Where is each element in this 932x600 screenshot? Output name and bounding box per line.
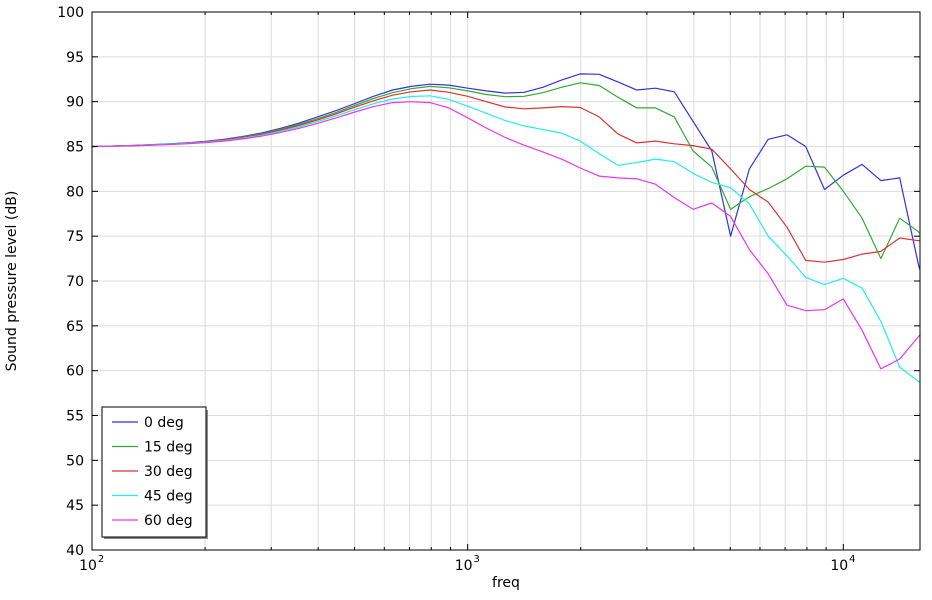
x-tick-base: 10 (455, 558, 473, 574)
x-axis-label: freq (492, 575, 520, 591)
y-tick-label: 80 (66, 184, 84, 200)
y-tick-label: 75 (66, 229, 84, 245)
y-tick-label: 70 (66, 274, 84, 290)
y-tick-label: 100 (57, 5, 84, 21)
y-tick-label: 95 (66, 50, 84, 66)
y-tick-label: 90 (66, 95, 84, 111)
grid (92, 12, 920, 550)
legend-label: 45 deg (144, 489, 193, 505)
y-tick-labels: 40 45 50 55 60 65 70 75 80 85 90 95 100 (57, 5, 920, 559)
legend-label: 0 deg (144, 415, 184, 431)
x-tick-label: 10 4 (830, 554, 855, 574)
y-tick-label: 50 (66, 453, 84, 469)
x-tick-label: 10 3 (455, 554, 480, 574)
x-tick-label: 10 2 (79, 554, 104, 574)
y-tick-label: 60 (66, 364, 84, 380)
y-tick-label: 55 (66, 409, 84, 425)
y-axis-label: Sound pressure level (dB) (4, 191, 20, 372)
legend-box (101, 406, 207, 538)
legend-items: 0 deg 15 deg 30 deg 45 deg 60 deg (112, 415, 193, 529)
y-tick-label: 45 (66, 498, 84, 514)
y-tick-label: 85 (66, 140, 84, 156)
y-tick-label: 65 (66, 319, 84, 335)
x-tick-base: 10 (830, 558, 848, 574)
x-tick-base: 10 (79, 558, 97, 574)
y-tick-label: 40 (66, 543, 84, 559)
series-line-4 (91, 101, 921, 370)
series-layer (91, 73, 921, 383)
x-tick-exponent: 4 (849, 554, 855, 565)
legend-label: 30 deg (144, 464, 193, 480)
legend-label: 60 deg (144, 513, 193, 529)
x-tick-exponent: 3 (473, 554, 479, 565)
x-tick-exponent: 2 (98, 554, 104, 565)
x-tick-labels: 10 2 10 3 10 4 (79, 12, 856, 574)
legend-label: 15 deg (144, 440, 193, 456)
series-line-2 (91, 89, 920, 263)
legend: 0 deg 15 deg 30 deg 45 deg 60 deg (101, 406, 208, 539)
